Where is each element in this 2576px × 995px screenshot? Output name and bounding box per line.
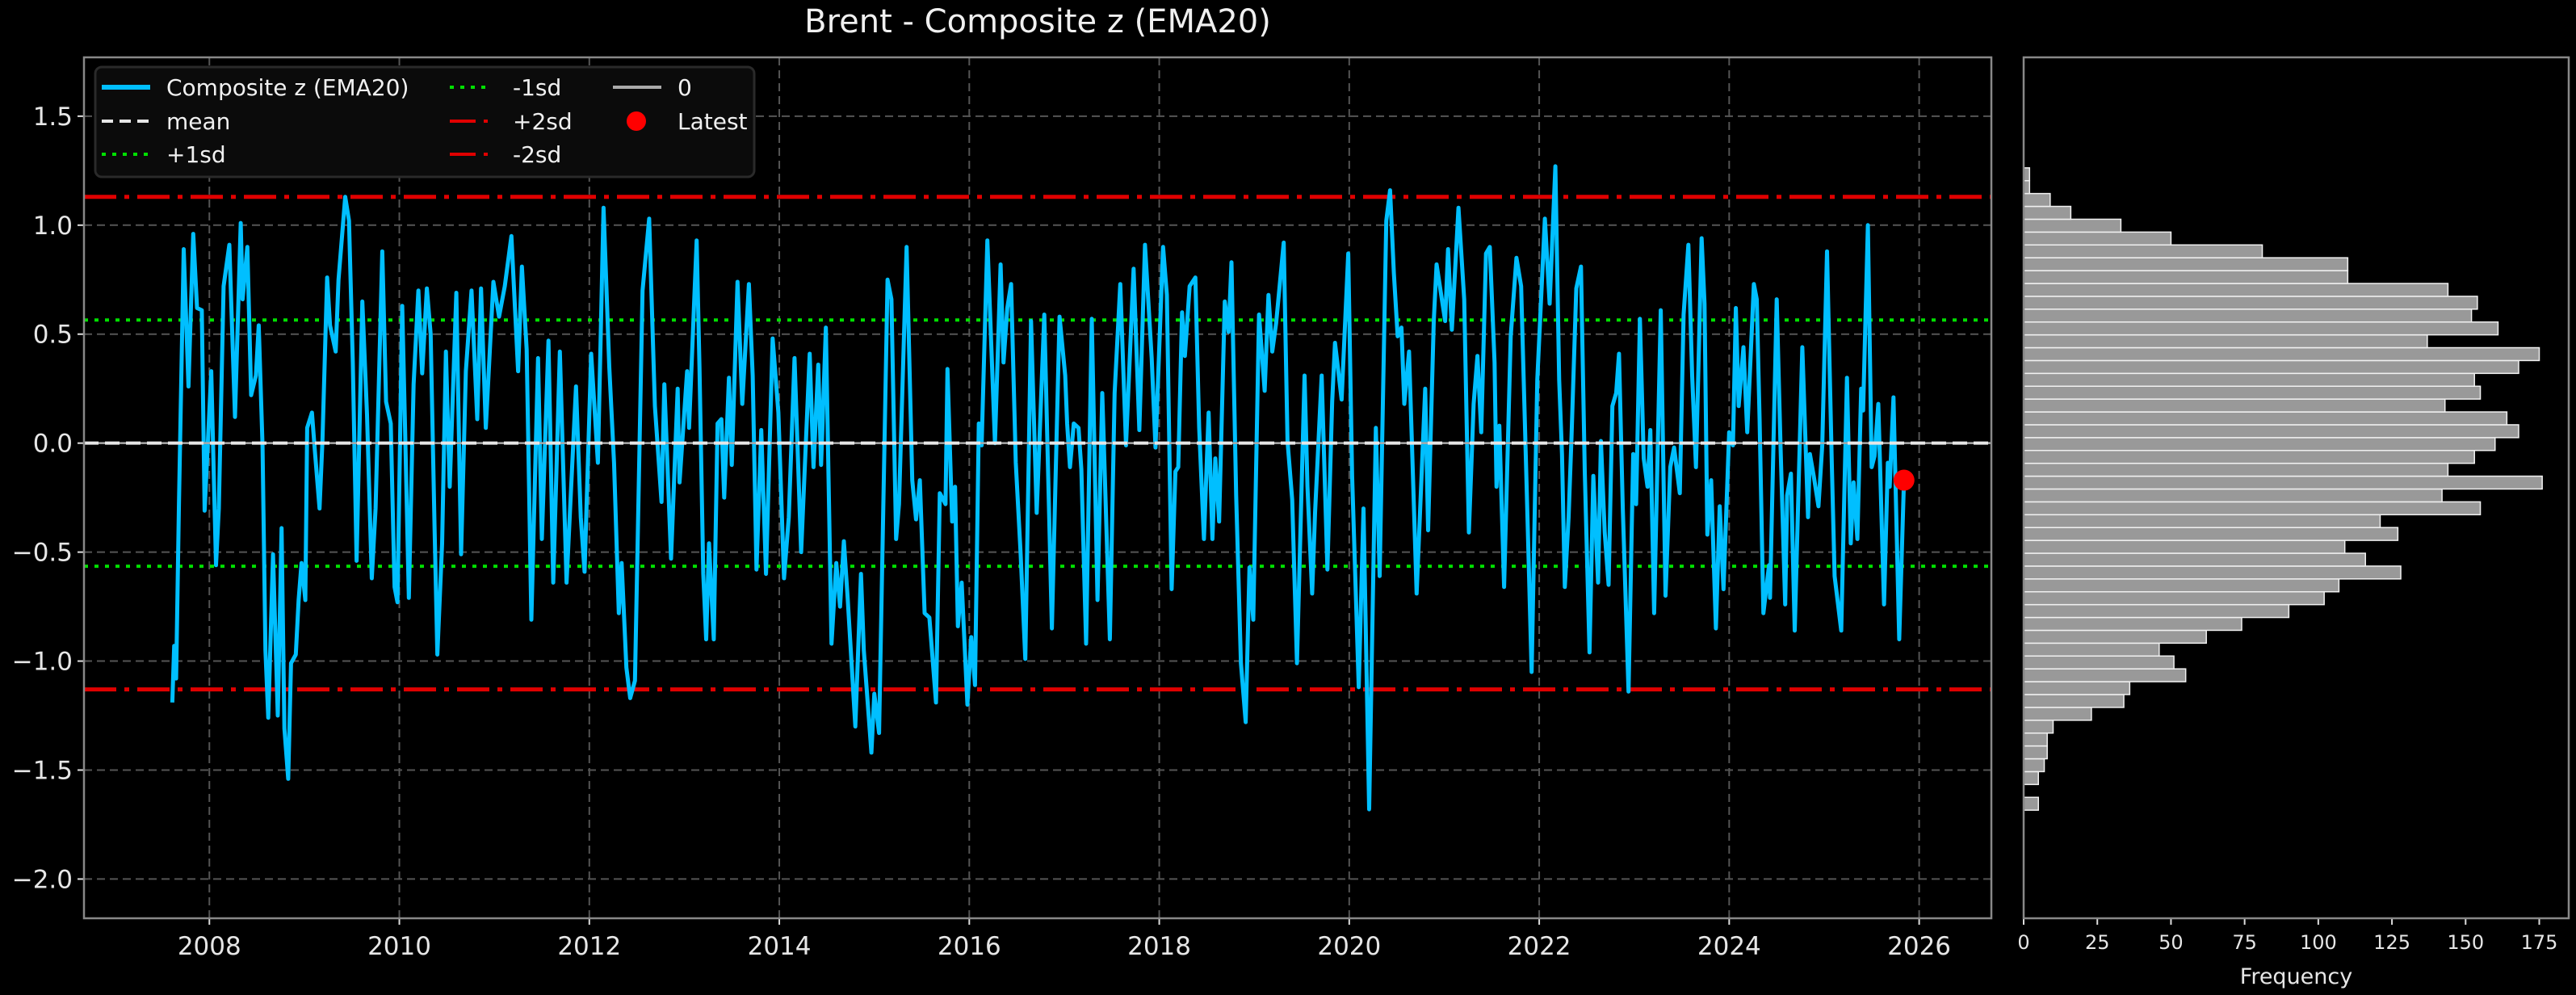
y-tick-label: 1.0 [33,212,73,241]
histogram-bar [2023,603,2290,619]
histogram-bar [2023,450,2475,464]
histogram-bar [2023,205,2072,220]
histogram-bar [2023,552,2366,567]
hist-x-tick-label: 175 [2521,931,2558,954]
histogram-bar [2023,437,2496,451]
hist-axes-frame [2022,56,2570,920]
x-tick-label: 2010 [367,932,431,961]
legend-label: 0 [678,74,692,101]
x-tick-label: 2026 [1887,932,1951,961]
legend-latest-marker-icon [627,111,646,131]
x-tick-label: 2024 [1697,932,1761,961]
histogram-bar [2023,192,2051,208]
x-tick-label: 2022 [1508,932,1571,961]
histogram-bar [2023,424,2519,439]
latest-point-marker [1893,469,1915,491]
hist-x-tick-label: 150 [2447,931,2484,954]
histogram-bar [2023,539,2346,554]
x-tick-label: 2014 [748,932,812,961]
histogram-bar [2023,565,2402,580]
histogram-bar [2023,334,2428,349]
histogram-bar [2023,642,2160,657]
histogram-bar [2023,372,2475,387]
x-tick-label: 2018 [1127,932,1191,961]
histogram-bar [2023,411,2508,426]
legend-label: +2sd [513,108,573,135]
y-tick-label: −0.5 [12,539,73,568]
legend-label: +1sd [166,141,226,168]
hist-x-axis-label: Frequency [2240,964,2353,989]
legend-label: Composite z (EMA20) [166,74,409,101]
histogram-bar [2023,462,2449,477]
histogram-bar [2023,590,2325,606]
histogram-bar [2023,745,2048,760]
histogram-bar [2023,359,2519,375]
histogram-plot: 0 25 50 75 100 125 150 175 Frequency [2017,56,2570,989]
histogram-bar [2023,257,2349,271]
histogram-bar [2023,694,2125,708]
composite-z-series-line [170,164,1907,812]
y-tick-label: −1.5 [12,756,73,785]
histogram-bar [2023,385,2482,400]
x-tick-label: 2020 [1317,932,1381,961]
legend-label: Latest [678,108,748,135]
legend-label: -1sd [513,74,561,101]
histogram-bar [2023,244,2263,258]
main-axes-frame [82,56,1993,920]
histogram-bar [2023,346,2540,362]
hist-x-tick-label: 50 [2159,931,2184,954]
histogram-bar [2023,475,2543,490]
y-tick-label: 1.5 [33,103,73,132]
hist-x-tick-label: 125 [2373,931,2410,954]
histogram-bar [2023,770,2039,786]
legend-label: -2sd [513,141,561,168]
hist-x-tick-label: 25 [2085,931,2110,954]
histogram-bar [2023,655,2175,670]
histogram-bar [2023,488,2443,503]
histogram-bar [2023,321,2499,336]
histogram-bar [2023,270,2349,284]
hist-x-tick-label: 100 [2300,931,2337,954]
histogram-bar [2023,218,2122,233]
y-tick-label: 0.5 [33,321,73,350]
legend-label: mean [166,108,230,135]
histogram-bar [2023,732,2048,747]
x-tick-label: 2008 [178,932,241,961]
histogram-bar [2023,720,2054,734]
histogram-bar [2023,527,2399,541]
histogram-bar [2023,398,2446,413]
hist-x-tick-label: 75 [2232,931,2257,954]
histogram-bar [2023,681,2131,695]
histogram-bar [2023,578,2340,593]
histogram-bar [2023,501,2482,516]
histogram-bar [2023,707,2092,721]
legend-box [94,65,756,178]
y-tick-label: −1.0 [12,648,73,677]
histogram-bar [2023,758,2045,773]
legend: Composite z (EMA20) mean +1sd -1sd +2sd -2sd 0… [94,65,756,178]
y-tick-label: −2.0 [12,865,73,894]
histogram-bar [2023,296,2478,310]
histogram-bar [2023,629,2207,644]
histogram-bar [2023,796,2039,811]
y-tick-label: 0.0 [33,430,73,459]
hist-x-tick-label: 0 [2017,931,2029,954]
x-tick-label: 2012 [557,932,621,961]
histogram-bar [2023,309,2473,323]
histogram-bar [2023,231,2172,246]
histogram-bar [2023,283,2449,297]
x-tick-label: 2016 [938,932,1001,961]
histogram-bar [2023,668,2187,682]
main-plot: −2.0 −1.5 −1.0 −0.5 0.0 0.5 1.0 1.5 2008 2010 2012… [12,56,1993,961]
chart-title: Brent - Composite z (EMA20) [804,3,1271,40]
histogram-bar [2023,514,2381,528]
histogram-bar [2023,616,2242,632]
